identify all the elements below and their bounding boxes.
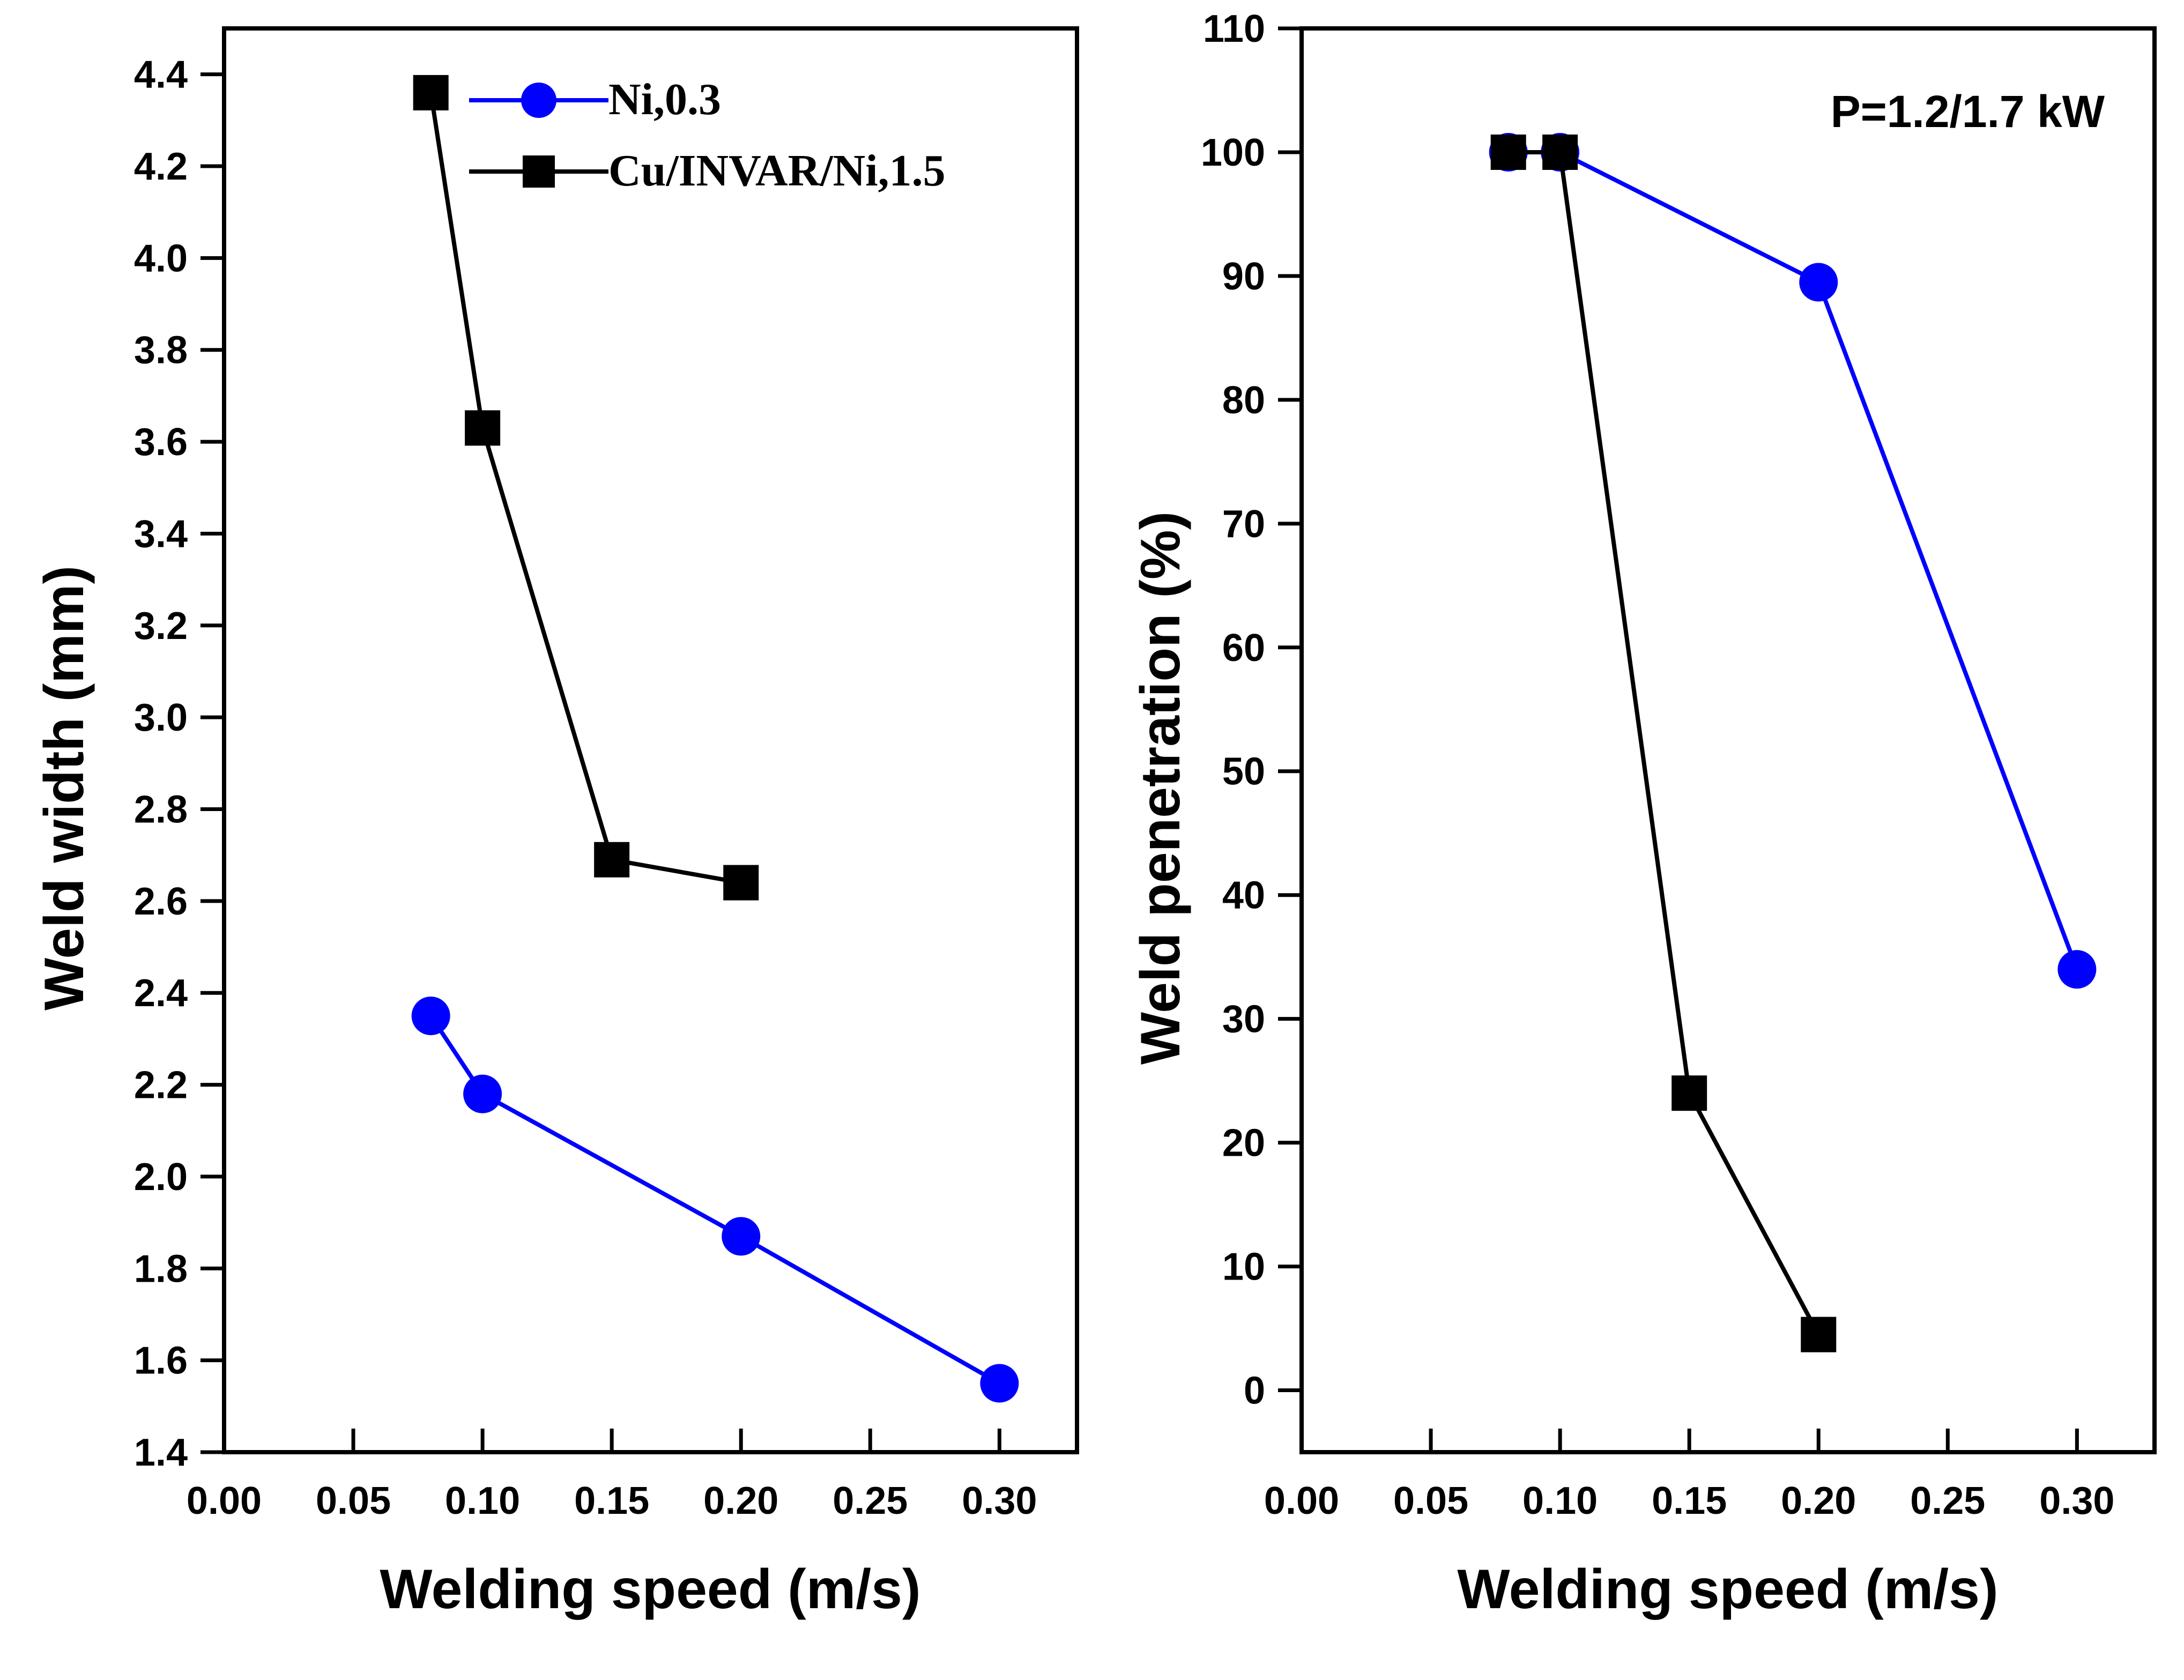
x-axis-label: Welding speed (m/s) <box>380 1558 920 1620</box>
y-tick-label: 2.0 <box>134 1156 188 1199</box>
x-tick-label: 0.20 <box>703 1480 778 1522</box>
x-tick-label: 0.05 <box>1393 1480 1468 1522</box>
y-axis-label: Weld penetration (%) <box>1130 511 1192 1065</box>
x-tick-label: 0.00 <box>187 1480 262 1522</box>
y-tick-label: 3.6 <box>134 421 188 464</box>
legend-marker <box>523 155 555 188</box>
legend-label: Ni,0.3 <box>608 75 721 124</box>
y-tick-label: 40 <box>1222 874 1265 917</box>
x-tick-label: 0.00 <box>1264 1480 1339 1522</box>
x-axis-label: Welding speed (m/s) <box>1457 1558 1998 1620</box>
power-annotation: P=1.2/1.7 kW <box>1831 86 2105 137</box>
plot-frame <box>222 26 1079 1454</box>
y-tick-label: 4.4 <box>134 54 188 96</box>
y-ticks: 0 10 20 30 40 50 60 70 80 90 100 110 <box>1201 8 1302 1413</box>
data-point <box>465 410 501 446</box>
series-layer <box>411 75 1019 1403</box>
x-tick-label: 0.20 <box>1781 1480 1856 1522</box>
y-tick-label: 2.4 <box>134 972 188 1015</box>
data-point <box>1801 1317 1837 1352</box>
y-tick-label: 4.0 <box>134 237 188 280</box>
y-tick-label: 3.8 <box>134 329 188 372</box>
data-point <box>1542 134 1578 170</box>
weld-width-panel: 0.00 0.05 0.10 0.15 0.20 0.25 0.30 1.4 1.6 1.8 2.… <box>33 26 1079 1620</box>
y-tick-label: 10 <box>1222 1246 1265 1289</box>
x-tick-label: 0.15 <box>1652 1480 1727 1522</box>
x-tick-label: 0.30 <box>2039 1480 2114 1522</box>
x-tick-label: 0.05 <box>316 1480 391 1522</box>
series-line <box>1508 150 1821 1336</box>
x-tick-label: 0.25 <box>1910 1480 1985 1522</box>
x-tick-label: 0.25 <box>833 1480 908 1522</box>
y-tick-label: 2.2 <box>134 1064 188 1107</box>
legend: Ni,0.3 Cu/INVAR/Ni,1.5 <box>469 75 946 196</box>
data-point <box>1799 263 1838 302</box>
series-layer <box>1489 132 2097 1352</box>
weld-penetration-panel: 0.00 0.05 0.10 0.15 0.20 0.25 0.30 0 10 20 30 40 50… <box>1130 8 2157 1620</box>
data-point <box>1490 134 1526 170</box>
y-tick-label: 70 <box>1222 503 1265 546</box>
data-point <box>411 997 450 1036</box>
y-tick-label: 110 <box>1203 8 1265 50</box>
x-tick-label: 0.30 <box>962 1480 1037 1522</box>
data-point <box>2057 950 2097 989</box>
y-tick-label: 3.0 <box>134 696 188 739</box>
data-point <box>413 75 449 110</box>
data-point <box>723 865 759 901</box>
y-tick-label: 90 <box>1222 255 1265 298</box>
y-tick-label: 30 <box>1222 998 1265 1041</box>
data-point <box>1672 1075 1707 1111</box>
y-tick-label: 3.4 <box>134 512 188 555</box>
y-tick-label: 2.8 <box>134 789 188 831</box>
x-tick-label: 0.15 <box>574 1480 649 1522</box>
y-tick-label: 1.8 <box>134 1247 188 1290</box>
y-tick-label: 1.4 <box>134 1431 188 1474</box>
y-tick-label: 1.6 <box>134 1340 188 1382</box>
x-tick-label: 0.10 <box>1522 1480 1598 1522</box>
legend-marker <box>521 83 556 118</box>
data-point <box>463 1074 502 1113</box>
x-ticks: 0.00 0.05 0.10 0.15 0.20 0.25 0.30 <box>1264 1429 2114 1522</box>
y-tick-label: 4.2 <box>134 145 188 188</box>
y-tick-label: 0 <box>1244 1370 1265 1413</box>
data-point <box>980 1364 1019 1403</box>
y-tick-label: 60 <box>1222 627 1265 670</box>
y-ticks: 1.4 1.6 1.8 2.0 2.2 2.4 2.6 2.8 3.0 3.2 3.4 3.6 3.8 4… <box>134 54 224 1474</box>
x-tick-label: 0.10 <box>445 1480 520 1522</box>
data-point <box>594 842 630 878</box>
y-tick-label: 20 <box>1222 1122 1265 1165</box>
x-ticks: 0.00 0.05 0.10 0.15 0.20 0.25 0.30 <box>187 1429 1037 1522</box>
y-tick-label: 100 <box>1201 131 1265 174</box>
data-point <box>722 1217 761 1256</box>
y-axis-label: Weld width (mm) <box>33 566 95 1010</box>
legend-item: Ni,0.3 <box>469 75 721 124</box>
series-line <box>428 92 741 885</box>
series-line <box>429 1014 1001 1385</box>
y-tick-label: 50 <box>1222 750 1265 793</box>
plot-frame <box>1299 26 2157 1454</box>
y-tick-label: 80 <box>1222 379 1265 422</box>
legend-item: Cu/INVAR/Ni,1.5 <box>469 146 946 196</box>
y-tick-label: 3.2 <box>134 605 188 648</box>
legend-label: Cu/INVAR/Ni,1.5 <box>608 146 946 196</box>
y-tick-label: 2.6 <box>134 880 188 923</box>
